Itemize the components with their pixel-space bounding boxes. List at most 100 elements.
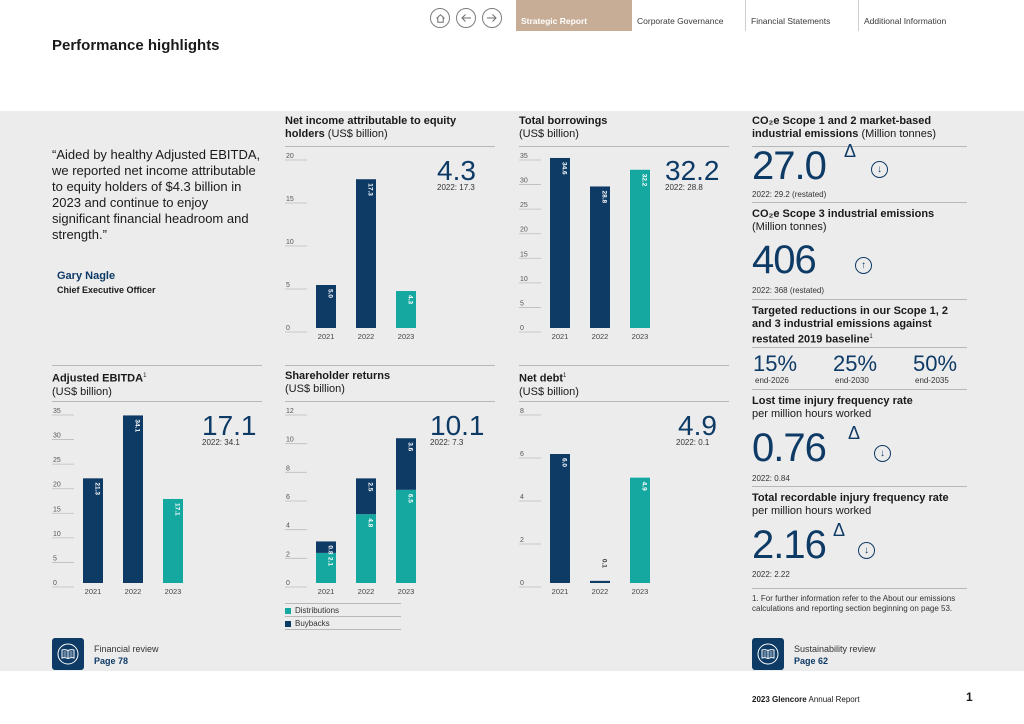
- data-label: 4.9: [641, 482, 648, 491]
- ceo-quote: “Aided by healthy Adjusted EBITDA, we re…: [52, 147, 261, 242]
- y-tick-label: 10: [53, 531, 61, 538]
- divider: [285, 603, 401, 604]
- net-debt-title-unit: (US$ billion): [519, 385, 579, 398]
- targets-title: Targeted reductions in our Scope 1, 2 an…: [752, 305, 967, 347]
- delta-symbol: Δ: [833, 520, 846, 540]
- home-icon[interactable]: [430, 8, 450, 28]
- y-tick-label: 2: [520, 537, 524, 544]
- bar-distributions-2023: [396, 489, 416, 583]
- y-tick-label: 30: [53, 433, 61, 440]
- financial-review-book-icon[interactable]: [52, 638, 84, 670]
- bar-distributions-2021: [316, 552, 336, 583]
- target-label-2035: end-2035: [915, 376, 949, 385]
- net-debt-title-text: Net debt: [519, 372, 563, 385]
- ebitda-title-unit: (US$ billion): [52, 385, 112, 398]
- ltifr-big-value: 0.76: [752, 426, 827, 470]
- y-tick-label: 5: [53, 555, 57, 562]
- data-label: 32.2: [641, 174, 648, 187]
- arrow-down-icon: ↓: [858, 542, 875, 559]
- bar-2023: [630, 169, 650, 328]
- ebitda-chart: 0 5 10 15 20 25 30 35 21.3 2021 34.1 2022 17.1 2023: [52, 408, 183, 596]
- trifr-big-value: 2.16: [752, 523, 827, 567]
- bar-buybacks-2023: [396, 438, 416, 490]
- bar-2023: [630, 477, 650, 583]
- tab-financial-statements[interactable]: Financial Statements: [746, 0, 859, 31]
- returns-chart: 0 2 4 6 8 10 12 2.1 0.8 2021 4.8 2.5 2022 6.5 3.6 2023: [285, 408, 416, 596]
- returns-title: Shareholder returns (US$ billion): [285, 370, 485, 396]
- footnote: 1. For further information refer to the …: [752, 594, 956, 613]
- divider: [752, 146, 967, 147]
- trifr-title-text: Total recordable injury frequency rate: [752, 492, 949, 504]
- sustainability-review-page[interactable]: Page 62: [794, 656, 829, 666]
- ebitda-title: Adjusted EBITDA1 (US$ billion): [52, 370, 252, 399]
- x-tick-label: 2023: [632, 587, 649, 596]
- back-icon[interactable]: [456, 8, 476, 28]
- tab-corporate-governance[interactable]: Corporate Governance: [632, 0, 746, 31]
- y-tick-label: 5: [286, 282, 290, 289]
- y-tick-label: 20: [286, 153, 294, 160]
- data-label: 5.0: [327, 289, 334, 298]
- y-tick-label: 30: [520, 178, 528, 185]
- legend-swatch-buybacks: [285, 620, 291, 627]
- y-tick-label: 15: [286, 196, 294, 203]
- y-tick-label: 0: [520, 580, 524, 587]
- divider: [752, 389, 967, 390]
- divider: [285, 365, 495, 366]
- forward-icon[interactable]: [482, 8, 502, 28]
- page-number: 1: [966, 690, 973, 704]
- scope12-title: CO₂e Scope 1 and 2 market-based industri…: [752, 115, 967, 141]
- financial-review-label[interactable]: Financial review: [94, 644, 159, 654]
- y-tick-label: 2: [286, 551, 290, 558]
- net-debt-prior-year: 2022: 0.1: [676, 438, 710, 447]
- borrowings-title: Total borrowings (US$ billion): [519, 115, 719, 141]
- delta-symbol: Δ: [848, 423, 861, 443]
- y-tick-label: 4: [520, 494, 524, 501]
- legend-swatch-distributions: [285, 607, 291, 614]
- nav-icons: [430, 8, 502, 28]
- target-pct-2035: 50%: [913, 351, 958, 376]
- returns-title-text: Shareholder returns: [285, 370, 391, 382]
- trifr-prior-year: 2022: 2.22: [752, 570, 790, 579]
- divider: [285, 629, 401, 630]
- y-tick-label: 25: [520, 202, 528, 209]
- x-tick-label: 2021: [552, 587, 569, 596]
- target-pct-2030: 25%: [833, 351, 878, 376]
- y-tick-label: 12: [286, 408, 294, 415]
- legend-distributions: Distributions: [285, 606, 339, 615]
- financial-review-page[interactable]: Page 78: [94, 656, 129, 666]
- scope12-title-unit: (Million tonnes): [861, 128, 937, 140]
- ebitda-footnote-ref: 1: [143, 373, 147, 379]
- targets-footnote-ref: 1: [869, 334, 873, 340]
- y-tick-label: 20: [520, 227, 528, 234]
- data-label: 34.1: [134, 419, 141, 432]
- y-tick-label: 6: [520, 451, 524, 458]
- legend-buybacks: Buybacks: [285, 619, 330, 628]
- scope12-big-value: 27.0: [752, 144, 827, 188]
- bar-buybacks-2022: [356, 478, 376, 515]
- divider: [752, 347, 967, 348]
- ltifr-title-text: Lost time injury frequency rate: [752, 395, 913, 407]
- bar-distributions-2022: [356, 514, 376, 583]
- x-tick-label: 2021: [552, 332, 569, 341]
- returns-prior-year: 2022: 7.3: [430, 438, 464, 447]
- ltifr-prior-year: 2022: 0.84: [752, 474, 790, 483]
- data-label: 3.6: [407, 442, 414, 451]
- ebitda-prior-year: 2022: 34.1: [202, 438, 240, 447]
- net-income-prior-year: 2022: 17.3: [437, 183, 475, 192]
- tab-additional-information[interactable]: Additional Information: [864, 16, 947, 26]
- net-income-title: Net income attributable to equity holder…: [285, 115, 485, 141]
- tab-strategic-report[interactable]: Strategic Report: [516, 0, 632, 31]
- scope3-title: CO₂e Scope 3 industrial emissions (Milli…: [752, 208, 967, 234]
- divider: [285, 146, 495, 147]
- bar-2022: [356, 179, 376, 328]
- quote-author-role: Chief Executive Officer: [57, 285, 156, 295]
- net-income-title-unit: (US$ billion): [327, 128, 388, 140]
- x-tick-label: 2022: [358, 332, 375, 341]
- data-label: 6.0: [561, 458, 568, 467]
- x-tick-label: 2021: [318, 332, 335, 341]
- sustainability-review-book-icon[interactable]: [752, 638, 784, 670]
- sustainability-review-label[interactable]: Sustainability review: [794, 644, 876, 654]
- x-tick-label: 2021: [318, 587, 335, 596]
- bar-2021: [550, 454, 570, 583]
- scope12-prior-year: 2022: 29.2 (restated): [752, 190, 827, 199]
